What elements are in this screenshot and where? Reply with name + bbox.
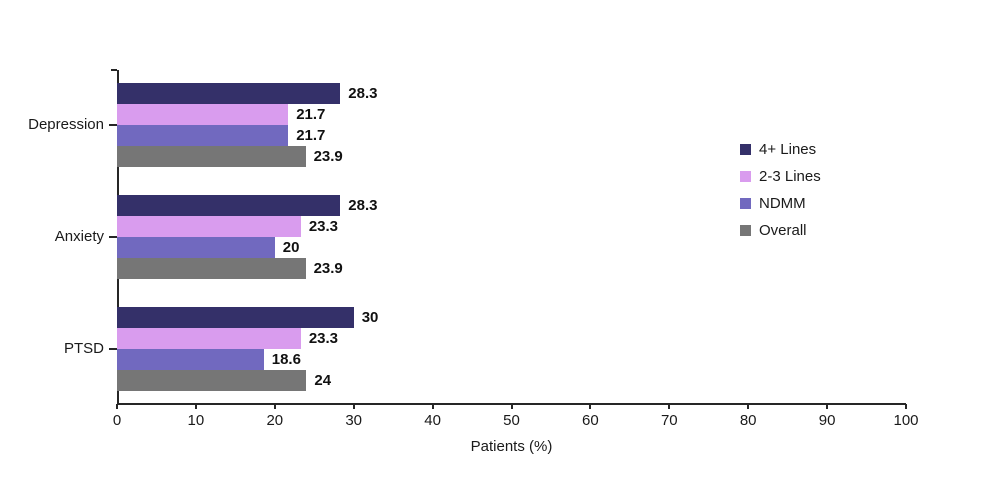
y-axis-tick	[109, 236, 117, 238]
x-axis-tick-label: 40	[424, 412, 441, 429]
x-axis-tick-label: 0	[112, 412, 122, 429]
bar-ptsd-ndmm	[117, 349, 264, 370]
legend-label: Overall	[759, 222, 807, 239]
x-axis-tick-label: 80	[739, 412, 757, 429]
x-axis-tick-label: 70	[660, 412, 678, 429]
x-axis-tick-label: 30	[345, 412, 363, 429]
legend-item-ndmm: NDMM	[740, 195, 821, 212]
bar-anxiety-ndmm	[117, 237, 275, 258]
legend-label: 4+ Lines	[759, 141, 817, 158]
bar-anxiety-overall	[117, 258, 306, 279]
bar-ptsd-overall	[117, 370, 307, 391]
x-axis-tick	[905, 404, 907, 409]
bar-value-label: 21.7	[296, 127, 326, 144]
y-axis-end-tick	[111, 69, 117, 71]
bar-value-label: 28.3	[348, 197, 378, 214]
bar-value-label: 23.9	[313, 260, 343, 277]
bar-depression-2-3-lines	[117, 104, 289, 125]
bar-value-label: 23.3	[308, 330, 339, 347]
legend-swatch-icon	[740, 198, 751, 209]
bar-value-label: 18.6	[271, 351, 301, 368]
x-axis-tick	[194, 404, 197, 409]
x-axis-tick	[510, 404, 513, 409]
bar-value-label: 28.3	[348, 85, 378, 102]
bar-anxiety-4-lines	[117, 195, 341, 216]
x-axis-tick	[826, 404, 829, 409]
legend-swatch-icon	[740, 225, 751, 236]
bar-value-label: 23.9	[313, 148, 343, 165]
bar-value-label: 20	[282, 239, 300, 256]
y-axis-tick	[109, 124, 117, 126]
bar-depression-overall	[117, 146, 306, 167]
x-axis-title: Patients (%)	[470, 438, 553, 455]
x-axis-tick-label: 20	[266, 412, 284, 429]
x-axis-tick-label: 90	[818, 412, 836, 429]
legend-swatch-icon	[740, 171, 751, 182]
x-axis-tick	[116, 404, 118, 409]
x-axis-tick	[668, 404, 671, 409]
legend-item-4-lines: 4+ Lines	[740, 141, 821, 158]
x-axis-tick	[589, 404, 592, 409]
bar-value-label: 21.7	[296, 106, 326, 123]
x-axis-tick-label: 50	[503, 412, 520, 429]
bar-value-label: 24	[314, 372, 332, 389]
y-axis-tick	[109, 348, 117, 350]
bar-anxiety-2-3-lines	[117, 216, 301, 237]
x-axis-tick	[431, 404, 434, 409]
x-axis-tick-label: 60	[582, 412, 599, 429]
x-axis-tick	[273, 404, 276, 409]
x-axis-tick-label: 100	[893, 412, 919, 429]
legend-item-overall: Overall	[740, 222, 821, 239]
bar-ptsd-2-3-lines	[117, 328, 301, 349]
legend-swatch-icon	[740, 144, 751, 155]
legend-item-2-3-lines: 2-3 Lines	[740, 168, 821, 185]
category-label-ptsd: PTSD	[63, 340, 104, 357]
bar-depression-ndmm	[117, 125, 289, 146]
legend-label: 2-3 Lines	[759, 168, 821, 185]
bar-ptsd-4-lines	[117, 307, 354, 328]
bar-value-label: 30	[361, 309, 379, 326]
x-axis-tick-label: 10	[187, 412, 205, 429]
category-label-anxiety: Anxiety	[54, 228, 104, 245]
x-axis-tick	[747, 404, 750, 409]
bar-value-label: 23.3	[308, 218, 339, 235]
legend-label: NDMM	[759, 195, 806, 212]
category-label-depression: Depression	[28, 116, 104, 133]
bar-depression-4-lines	[117, 83, 341, 104]
x-axis-tick	[352, 404, 355, 409]
legend: 4+ Lines 2-3 Lines NDMM Overall	[740, 141, 821, 250]
